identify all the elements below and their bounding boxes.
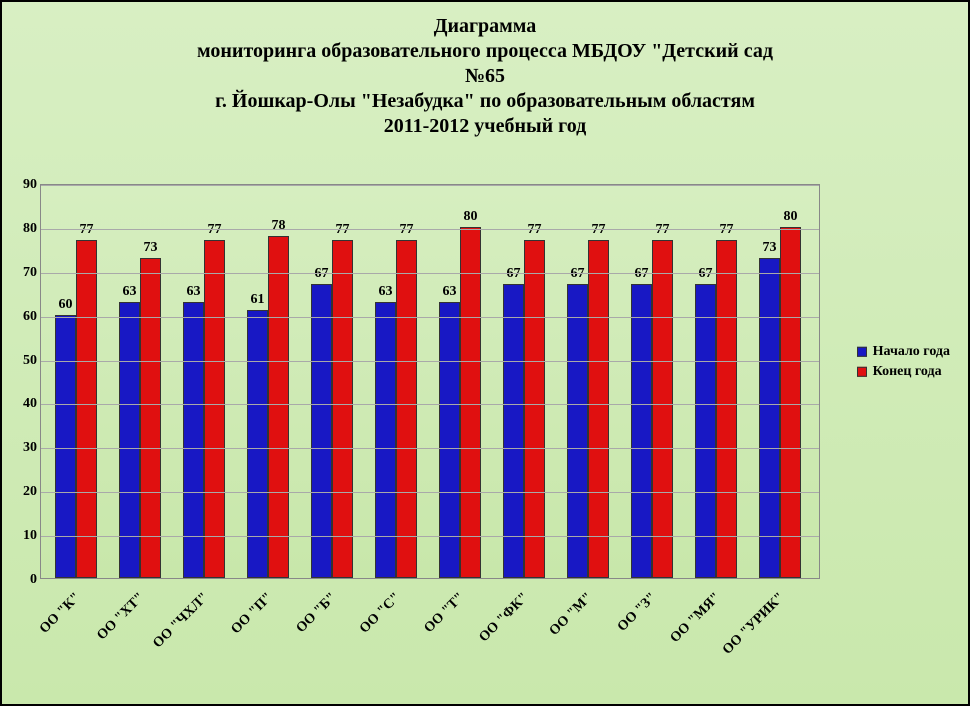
title-line: №65 — [42, 64, 928, 89]
y-tick-label: 40 — [11, 396, 37, 412]
bars-area: 6077637363776178677763776380677767776777… — [41, 185, 819, 578]
legend-swatch — [857, 367, 867, 377]
legend-item: Начало года — [857, 344, 950, 360]
y-tick-label: 0 — [11, 572, 37, 588]
bar-series-1 — [716, 240, 737, 578]
title-line: г. Йошкар-Олы "Незабудка" по образовател… — [42, 89, 928, 114]
gridline — [41, 536, 819, 537]
gridline — [41, 273, 819, 274]
y-tick-label: 50 — [11, 353, 37, 369]
bar-series-1 — [396, 240, 417, 578]
gridline — [41, 185, 819, 186]
legend-swatch — [857, 347, 867, 357]
legend-item: Конец года — [857, 364, 950, 380]
bar-value-label: 77 — [648, 222, 678, 238]
x-tick-label: ОО "М" — [547, 590, 597, 640]
y-tick-label: 90 — [11, 177, 37, 193]
title-line: мониторинга образовательного процесса МБ… — [42, 39, 928, 64]
bar-series-1 — [140, 258, 161, 578]
legend: Начало года Конец года — [857, 340, 950, 384]
y-tick-label: 80 — [11, 221, 37, 237]
plot-area: 6077637363776178677763776380677767776777… — [40, 184, 820, 579]
gridline — [41, 229, 819, 230]
bar-series-1 — [76, 240, 97, 578]
x-tick-label: ОО "ЧХЛ" — [150, 590, 212, 652]
x-tick-label: ОО "П" — [228, 590, 276, 638]
y-tick-label: 20 — [11, 484, 37, 500]
bar-series-1 — [588, 240, 609, 578]
gridline — [41, 492, 819, 493]
bar-series-0 — [631, 284, 652, 578]
bar-series-0 — [55, 315, 76, 578]
bar-series-1 — [268, 236, 289, 578]
bar-value-label: 77 — [72, 222, 102, 238]
y-tick-label: 30 — [11, 440, 37, 456]
x-axis-labels: ОО "К"ОО "ХТ"ОО "ЧХЛ" ОО "П" ОО "Б" ОО "С" О… — [40, 582, 820, 692]
x-tick-label: ОО "С" — [357, 590, 404, 637]
chart-title: Диаграммамониторинга образовательного пр… — [2, 2, 968, 145]
bar-series-1 — [204, 240, 225, 578]
bar-value-label: 77 — [200, 222, 230, 238]
gridline — [41, 317, 819, 318]
bar-series-0 — [567, 284, 588, 578]
bar-series-1 — [524, 240, 545, 578]
x-tick-label: ОО "Т" — [422, 590, 469, 637]
y-tick-label: 10 — [11, 528, 37, 544]
y-tick-label: 60 — [11, 309, 37, 325]
x-tick-label: ОО "МЯ" — [668, 590, 725, 647]
x-tick-label: ОО "Б" — [294, 590, 341, 637]
bar-value-label: 77 — [392, 222, 422, 238]
title-line: Диаграмма — [42, 14, 928, 39]
bar-series-1 — [780, 227, 801, 578]
x-tick-label: ОО "ФК" — [476, 590, 532, 646]
chart-frame: Диаграммамониторинга образовательного пр… — [0, 0, 970, 706]
y-tick-label: 70 — [11, 265, 37, 281]
bar-value-label: 77 — [520, 222, 550, 238]
legend-label: Конец года — [873, 364, 942, 380]
bar-series-0 — [695, 284, 716, 578]
bar-series-0 — [503, 284, 524, 578]
bar-series-0 — [311, 284, 332, 578]
bar-series-0 — [759, 258, 780, 578]
bar-value-label: 77 — [584, 222, 614, 238]
bar-value-label: 80 — [776, 209, 806, 225]
gridline — [41, 361, 819, 362]
title-line: 2011-2012 учебный год — [42, 114, 928, 139]
x-tick-label: ОО "ХТ" — [94, 590, 148, 644]
bar-value-label: 77 — [712, 222, 742, 238]
gridline — [41, 448, 819, 449]
x-tick-label: ОО "К" — [37, 590, 84, 637]
bar-series-0 — [247, 310, 268, 578]
legend-label: Начало года — [873, 344, 950, 360]
bar-value-label: 73 — [136, 240, 166, 256]
bar-series-1 — [460, 227, 481, 578]
bar-series-1 — [652, 240, 673, 578]
x-tick-label: ОО "УРИК" — [720, 590, 788, 658]
bar-value-label: 77 — [328, 222, 358, 238]
bar-series-1 — [332, 240, 353, 578]
x-tick-label: ОО "З" — [615, 590, 660, 635]
bar-value-label: 80 — [456, 209, 486, 225]
gridline — [41, 404, 819, 405]
bar-value-label: 78 — [264, 218, 294, 234]
